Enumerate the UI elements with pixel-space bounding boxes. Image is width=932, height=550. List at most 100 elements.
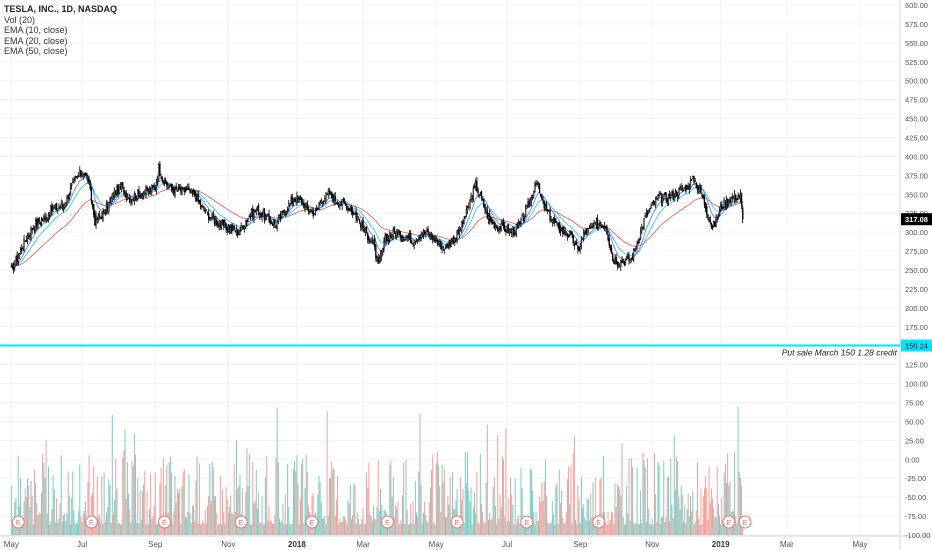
volume-bar [734,451,736,535]
candle-body [354,213,356,215]
volume-bar [426,520,428,535]
legend-ema-50[interactable]: EMA (50, close) [4,46,68,56]
earnings-marker[interactable]: E [592,515,606,529]
volume-bar [676,456,678,535]
candle-body [80,170,82,176]
earnings-marker[interactable]: E [305,515,319,529]
candle-body [518,222,520,227]
volume-bar [297,483,299,535]
legend-ema-10[interactable]: EMA (10, close) [4,25,68,35]
candle-body [148,187,151,192]
volume-bar [737,406,739,535]
volume-bar [118,522,120,535]
volume-bar [116,489,118,535]
volume-bar [272,523,273,535]
candle-body [226,227,228,231]
earnings-marker[interactable]: E [738,515,752,529]
candle-body [65,202,67,207]
earnings-marker[interactable]: E [84,515,98,529]
earnings-marker[interactable]: E [234,515,248,529]
volume-bar [122,457,124,535]
volume-bar [557,523,559,535]
earnings-marker[interactable]: E [450,515,464,529]
earnings-marker[interactable]: E [380,515,394,529]
candle-body [406,236,408,238]
volume-bar [548,523,550,535]
candle-body [271,223,274,226]
volume-bar [325,524,327,535]
candle-body [10,266,12,268]
volume-bar [97,517,99,535]
volume-bar [214,496,215,535]
volume-bar [496,524,498,535]
volume-bar [658,465,660,535]
volume-bar [540,502,542,535]
candle-body [319,202,321,205]
candle-body [675,190,678,197]
legend-vol[interactable]: Vol (20) [4,14,36,25]
last-price-badge [901,213,932,226]
candle-body [593,221,595,227]
volume-bar [524,523,525,535]
candle-body [446,244,448,247]
candle-body [227,226,230,232]
volume-bar [411,523,413,535]
candle-body [478,194,480,197]
earnings-marker[interactable]: E [158,515,172,529]
candle-body [185,188,188,191]
earnings-marker[interactable]: E [11,515,25,529]
candle-body [461,221,463,231]
legend-ema-20[interactable]: EMA (20, close) [4,35,68,46]
volume-bar [414,480,416,535]
candle-body [603,225,606,228]
volume-bar [203,523,205,535]
volume-bar [717,503,719,535]
candle-body [254,211,256,213]
volume-bar [494,505,496,535]
candle-body [442,246,444,248]
volume-bar [666,477,668,535]
earnings-marker[interactable]: E [520,515,534,529]
volume-bar [378,511,380,535]
volume-bar [13,521,15,535]
volume-bar [45,440,47,535]
candle-body [257,205,260,215]
candle-body [270,222,273,224]
volume-bar [536,521,538,535]
volume-bar [691,511,693,535]
candle-body [190,188,192,193]
volume-bar [457,521,459,535]
volume-bar [341,522,343,535]
earnings-label: E [455,518,460,527]
candle-body [476,180,478,192]
volume-bar [148,509,150,535]
candle-body [232,226,234,231]
volume-bar [318,475,320,535]
volume-bar [570,465,572,535]
earnings-marker[interactable]: E [722,515,736,529]
volume-bar [654,452,655,535]
candle-body [602,225,605,227]
volume-bar [211,461,213,535]
volume-bar [555,486,557,535]
price-tick-label: 525.00 [905,58,928,67]
candle-body [595,220,598,225]
volume-bar [265,477,267,535]
candle-body [68,194,70,199]
candle-body [439,241,441,245]
candle-body [386,236,389,241]
candle-body [470,195,472,200]
volume-bar [27,478,29,535]
volume-bar [66,513,68,535]
volume-bar [497,434,499,535]
candle-body [664,192,666,195]
candle-body [291,196,293,204]
volume-bar [302,459,304,535]
volume-bar [715,517,717,535]
candle-body [695,182,697,188]
volume-bar [220,524,222,535]
candle-body [37,219,39,228]
volume-bar [374,518,376,535]
volume-bar [674,490,676,535]
